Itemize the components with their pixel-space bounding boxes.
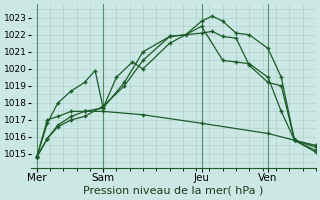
X-axis label: Pression niveau de la mer( hPa ): Pression niveau de la mer( hPa ) [84, 186, 264, 196]
